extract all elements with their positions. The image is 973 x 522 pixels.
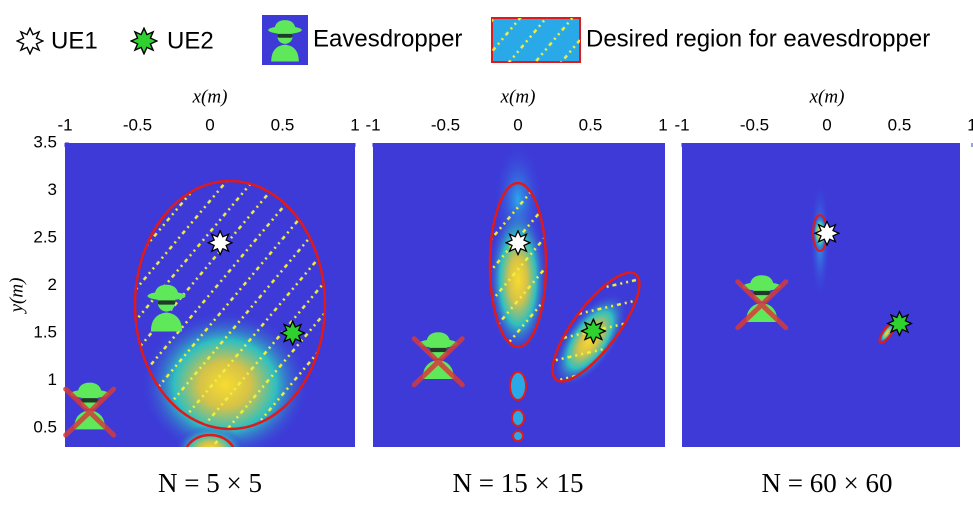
eavesdropper-cross — [411, 336, 465, 388]
x-tick-label: 1 — [658, 115, 667, 134]
x-tick-label: 0.5 — [579, 115, 603, 134]
x-tick-label: 0 — [822, 115, 831, 134]
chart-title: N = 15 × 15 — [453, 468, 584, 498]
ue1-marker — [814, 220, 840, 246]
x-tick-label: 1 — [350, 115, 359, 134]
x-tick-label: -0.5 — [431, 115, 460, 134]
heatmap — [65, 143, 355, 447]
x-tick-label: 0.5 — [271, 115, 295, 134]
y-tick-label: 2.5 — [33, 227, 57, 246]
x-tick-label: 0.5 — [888, 115, 912, 134]
x-tick-label: -1 — [365, 115, 380, 134]
chart-title: N = 60 × 60 — [762, 468, 893, 498]
y-tick-label: 1.5 — [33, 322, 57, 341]
eavesdropper-cross — [735, 279, 789, 331]
y-tick-label: 3.5 — [33, 132, 57, 151]
heatmap — [373, 143, 665, 447]
legend-label: UE1 — [51, 27, 98, 54]
y-tick-label: 0.5 — [33, 417, 57, 436]
legend-ue1-icon — [16, 27, 44, 55]
y-tick-label: 3 — [48, 180, 57, 199]
ue2-marker — [886, 310, 913, 337]
x-tick-label: -0.5 — [740, 115, 769, 134]
x-tick-label: 1 — [967, 115, 973, 134]
x-tick-label: 0 — [513, 115, 522, 134]
legend-region-hatch — [492, 18, 580, 62]
y-tick-label: 1 — [48, 370, 57, 389]
ue1-marker — [207, 230, 233, 256]
legend-label: Desired region for eavesdropper — [586, 25, 930, 52]
ue1-marker — [505, 230, 531, 256]
legend-label: Eavesdropper — [313, 25, 462, 52]
ue2-marker — [280, 320, 306, 346]
legend-ue2-icon — [130, 27, 158, 55]
x-tick-label: -1 — [674, 115, 689, 134]
eavesdropper-cross — [63, 386, 117, 438]
x-axis-label: x(m) — [192, 86, 228, 107]
heatmap — [682, 143, 960, 447]
x-tick-label: -1 — [57, 115, 72, 134]
y-axis-label: y(m) — [6, 278, 27, 315]
legend-label: UE2 — [167, 27, 214, 54]
ue2-marker — [580, 318, 606, 344]
chart-title: N = 5 × 5 — [158, 468, 262, 498]
x-tick-label: -0.5 — [123, 115, 152, 134]
x-axis-label: x(m) — [809, 86, 845, 107]
x-axis-label: x(m) — [500, 86, 536, 107]
x-tick-label: 0 — [205, 115, 214, 134]
y-tick-label: 2 — [48, 275, 57, 294]
